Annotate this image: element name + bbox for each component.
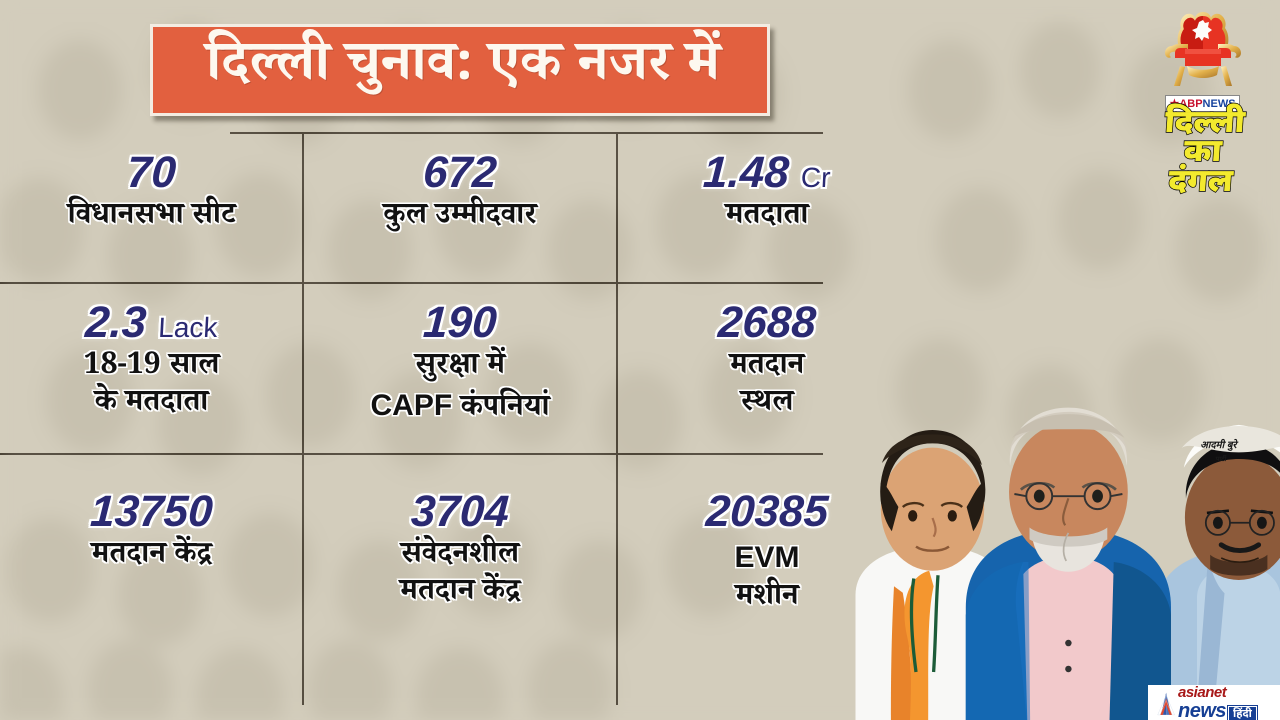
svg-text:पार्टी: पार्टी [1215, 454, 1228, 463]
svg-text:आदमी बुरे: आदमी बुरे [1200, 438, 1238, 451]
